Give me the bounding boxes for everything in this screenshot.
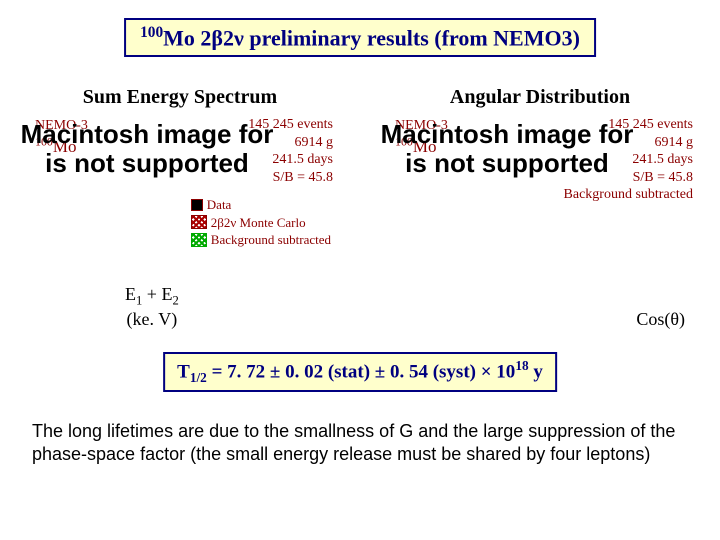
body-text: The long lifetimes are due to the smalln… xyxy=(32,420,688,465)
left-heading: Sum Energy Spectrum xyxy=(25,86,335,109)
half-life-box: T1/2 = 7. 72 ± 0. 02 (stat) ± 0. 54 (sys… xyxy=(163,352,557,392)
hatch1-icon xyxy=(191,215,207,229)
isotope-sym: Mo xyxy=(163,25,195,50)
left-legend: Data 2β2ν Monte Carlo Background subtrac… xyxy=(191,196,331,249)
right-axis: Cos(θ) xyxy=(636,309,685,330)
title-rest: preliminary results (from NEMO3) xyxy=(249,25,580,50)
left-placeholder: Macintosh image for is not supported xyxy=(17,120,277,177)
decay-mode: 2β2ν xyxy=(195,25,249,50)
right-heading: Angular Distribution xyxy=(385,86,695,109)
dot-icon xyxy=(191,199,203,211)
title-box: 100Mo 2β2ν preliminary results (from NEM… xyxy=(124,18,596,57)
hatch2-icon xyxy=(191,233,207,247)
charts-row: Sum Energy Spectrum NEMO-3 100Mo Macinto… xyxy=(0,86,720,296)
left-stats: 145 245 events 6914 g 241.5 days S/B = 4… xyxy=(248,116,333,186)
right-stats: 145 245 events 6914 g 241.5 days S/B = 4… xyxy=(564,116,693,204)
left-axis: E1 + E2(ke. V) xyxy=(125,284,179,330)
sum-energy-chart: Sum Energy Spectrum NEMO-3 100Mo Macinto… xyxy=(25,86,335,296)
isotope-mass: 100 xyxy=(140,24,163,41)
angular-dist-chart: Angular Distribution NEMO-3 100Mo Macint… xyxy=(385,86,695,296)
